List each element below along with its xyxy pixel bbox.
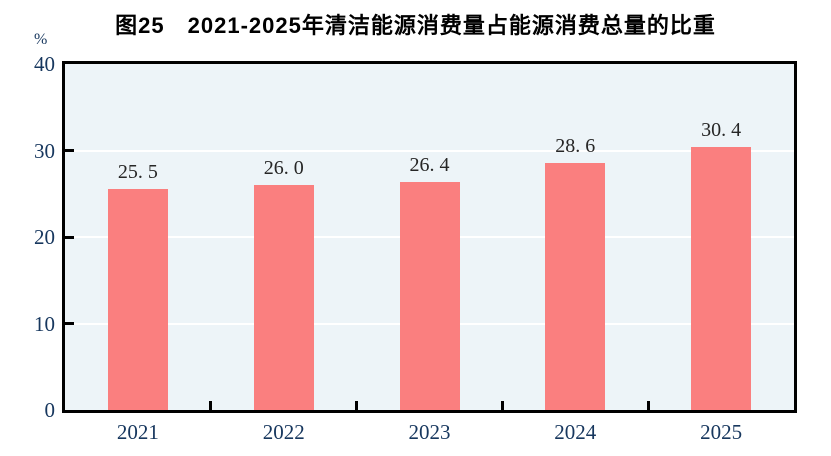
x-tick-mark-3 xyxy=(500,401,504,410)
bar-value-label-2023: 26. 4 xyxy=(409,153,450,176)
chart-title: 图25 2021-2025年清洁能源消费量占能源消费总量的比重 xyxy=(115,13,716,38)
y-axis-tick-label-30: 30 xyxy=(34,138,55,163)
bar-value-label-2022: 26. 0 xyxy=(263,157,304,180)
y-axis-tick-label-0: 0 xyxy=(44,398,56,422)
gridline-30 xyxy=(65,149,794,152)
x-tick-mark-2 xyxy=(355,401,359,410)
x-axis-category-label-2024: 2024 xyxy=(554,420,597,444)
bar-value-label-2021: 25. 5 xyxy=(117,161,158,184)
x-tick-mark-1 xyxy=(209,401,213,410)
bar-2021 xyxy=(107,189,168,410)
bar-value-label-2024: 28. 6 xyxy=(555,134,596,157)
bar-value-label-2025: 30. 4 xyxy=(701,119,742,142)
bar-2025 xyxy=(691,147,752,410)
y-tick-mark-30 xyxy=(65,149,74,152)
y-axis-tick-label-40: 40 xyxy=(34,52,55,76)
x-axis-category-label-2021: 2021 xyxy=(116,420,159,444)
y-tick-mark-10 xyxy=(65,322,74,325)
bar-2023 xyxy=(399,181,460,410)
bar-2024 xyxy=(545,162,606,410)
y-axis-tick-label-20: 20 xyxy=(34,225,55,249)
y-axis-unit-label: % xyxy=(34,31,48,48)
x-axis-category-label-2025: 2025 xyxy=(700,420,743,444)
plot-area: 25. 5 26. 0 26. 4 28. 6 30. 4 xyxy=(62,61,797,413)
bar-2022 xyxy=(253,185,314,410)
y-axis-tick-label-10: 10 xyxy=(34,311,55,336)
x-tick-mark-4 xyxy=(646,401,650,410)
x-axis-category-label-2022: 2022 xyxy=(262,420,305,444)
x-axis-category-label-2023: 2023 xyxy=(408,420,451,444)
y-tick-mark-20 xyxy=(65,235,74,239)
